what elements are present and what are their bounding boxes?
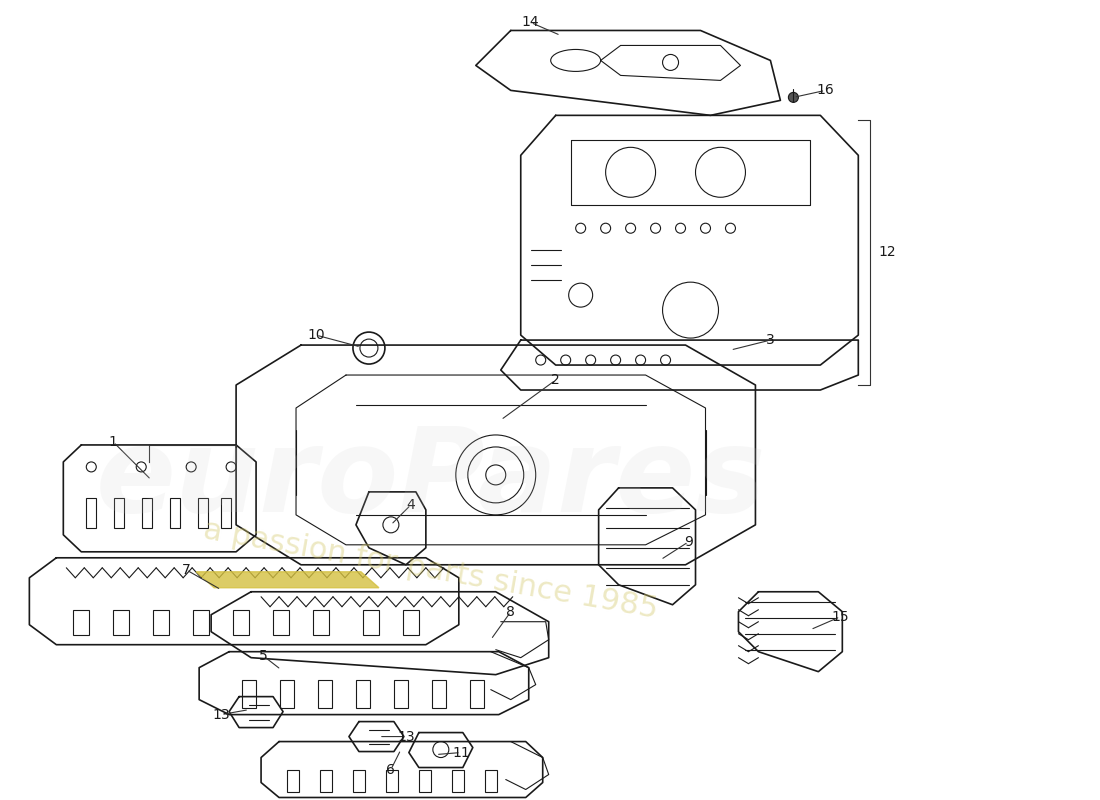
Bar (394, 680, 408, 708)
Bar (233, 610, 249, 634)
Bar (114, 498, 124, 528)
Text: 10: 10 (307, 328, 324, 342)
Text: 5: 5 (258, 649, 267, 662)
Text: euroPares: euroPares (96, 422, 766, 538)
Text: 3: 3 (766, 333, 774, 347)
Bar (194, 610, 209, 634)
Text: 6: 6 (386, 762, 395, 777)
Bar (318, 680, 332, 708)
Bar (153, 610, 169, 634)
Text: 13: 13 (212, 707, 230, 722)
Bar (280, 680, 294, 708)
Polygon shape (196, 572, 378, 588)
Bar (113, 610, 129, 634)
Bar (470, 680, 484, 708)
Bar (485, 770, 497, 791)
Bar (287, 770, 299, 791)
Bar (432, 680, 446, 708)
Bar (314, 610, 329, 634)
Bar (452, 770, 464, 791)
Bar (403, 610, 419, 634)
Bar (386, 770, 398, 791)
Bar (170, 498, 180, 528)
Text: 12: 12 (878, 245, 895, 259)
Bar (273, 610, 289, 634)
Text: 1: 1 (109, 435, 118, 449)
Bar (198, 498, 208, 528)
Bar (74, 610, 89, 634)
Text: a passion for parts since 1985: a passion for parts since 1985 (201, 515, 660, 624)
Bar (142, 498, 152, 528)
Bar (356, 680, 370, 708)
Text: 2: 2 (551, 373, 560, 387)
Text: 7: 7 (182, 562, 190, 577)
Text: 13: 13 (397, 730, 415, 743)
Bar (242, 680, 256, 708)
Bar (353, 770, 365, 791)
Text: 15: 15 (832, 610, 849, 624)
Text: 9: 9 (684, 535, 693, 549)
Text: 4: 4 (407, 498, 416, 512)
Bar (419, 770, 431, 791)
Bar (86, 498, 97, 528)
Text: 11: 11 (452, 746, 470, 759)
Text: 8: 8 (506, 605, 515, 618)
Bar (363, 610, 378, 634)
Bar (221, 498, 231, 528)
Circle shape (789, 92, 799, 102)
Text: 16: 16 (816, 83, 834, 98)
Bar (320, 770, 332, 791)
Text: 14: 14 (521, 15, 539, 30)
